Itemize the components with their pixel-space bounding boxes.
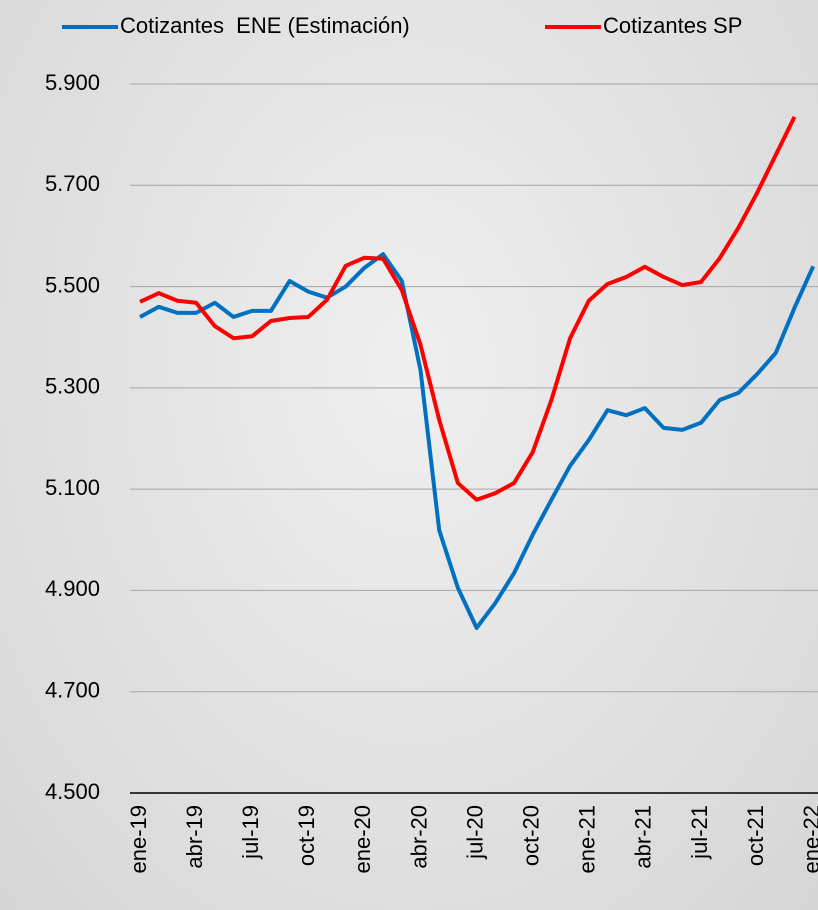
x-tick-label: abr-19 (182, 805, 207, 869)
y-tick-label: 5.900 (45, 70, 100, 95)
y-tick-label: 5.300 (45, 374, 100, 399)
x-tick-label: jul-19 (238, 805, 263, 860)
x-tick-label: ene-21 (575, 805, 600, 874)
y-tick-label: 4.500 (45, 779, 100, 804)
x-tick-label: jul-21 (687, 805, 712, 860)
legend-label: Cotizantes SP (603, 13, 742, 38)
y-tick-label: 5.700 (45, 171, 100, 196)
y-tick-label: 5.500 (45, 272, 100, 297)
y-tick-label: 4.700 (45, 678, 100, 703)
x-tick-label: abr-20 (406, 805, 431, 869)
x-tick-label: ene-20 (350, 805, 375, 874)
series-line (139, 116, 797, 502)
x-tick-label: oct-20 (519, 805, 544, 866)
x-tick-label: oct-21 (743, 805, 768, 866)
x-tick-label: oct-19 (294, 805, 319, 866)
x-tick-label: ene-22 (799, 805, 818, 874)
y-tick-label: 5.100 (45, 475, 100, 500)
x-tick-label: jul-20 (462, 805, 487, 860)
x-tick-label: abr-21 (631, 805, 656, 869)
series-line (139, 252, 816, 630)
y-tick-label: 4.900 (45, 576, 100, 601)
legend-label: Cotizantes ENE (Estimación) (120, 13, 410, 38)
x-tick-label: ene-19 (126, 805, 151, 874)
